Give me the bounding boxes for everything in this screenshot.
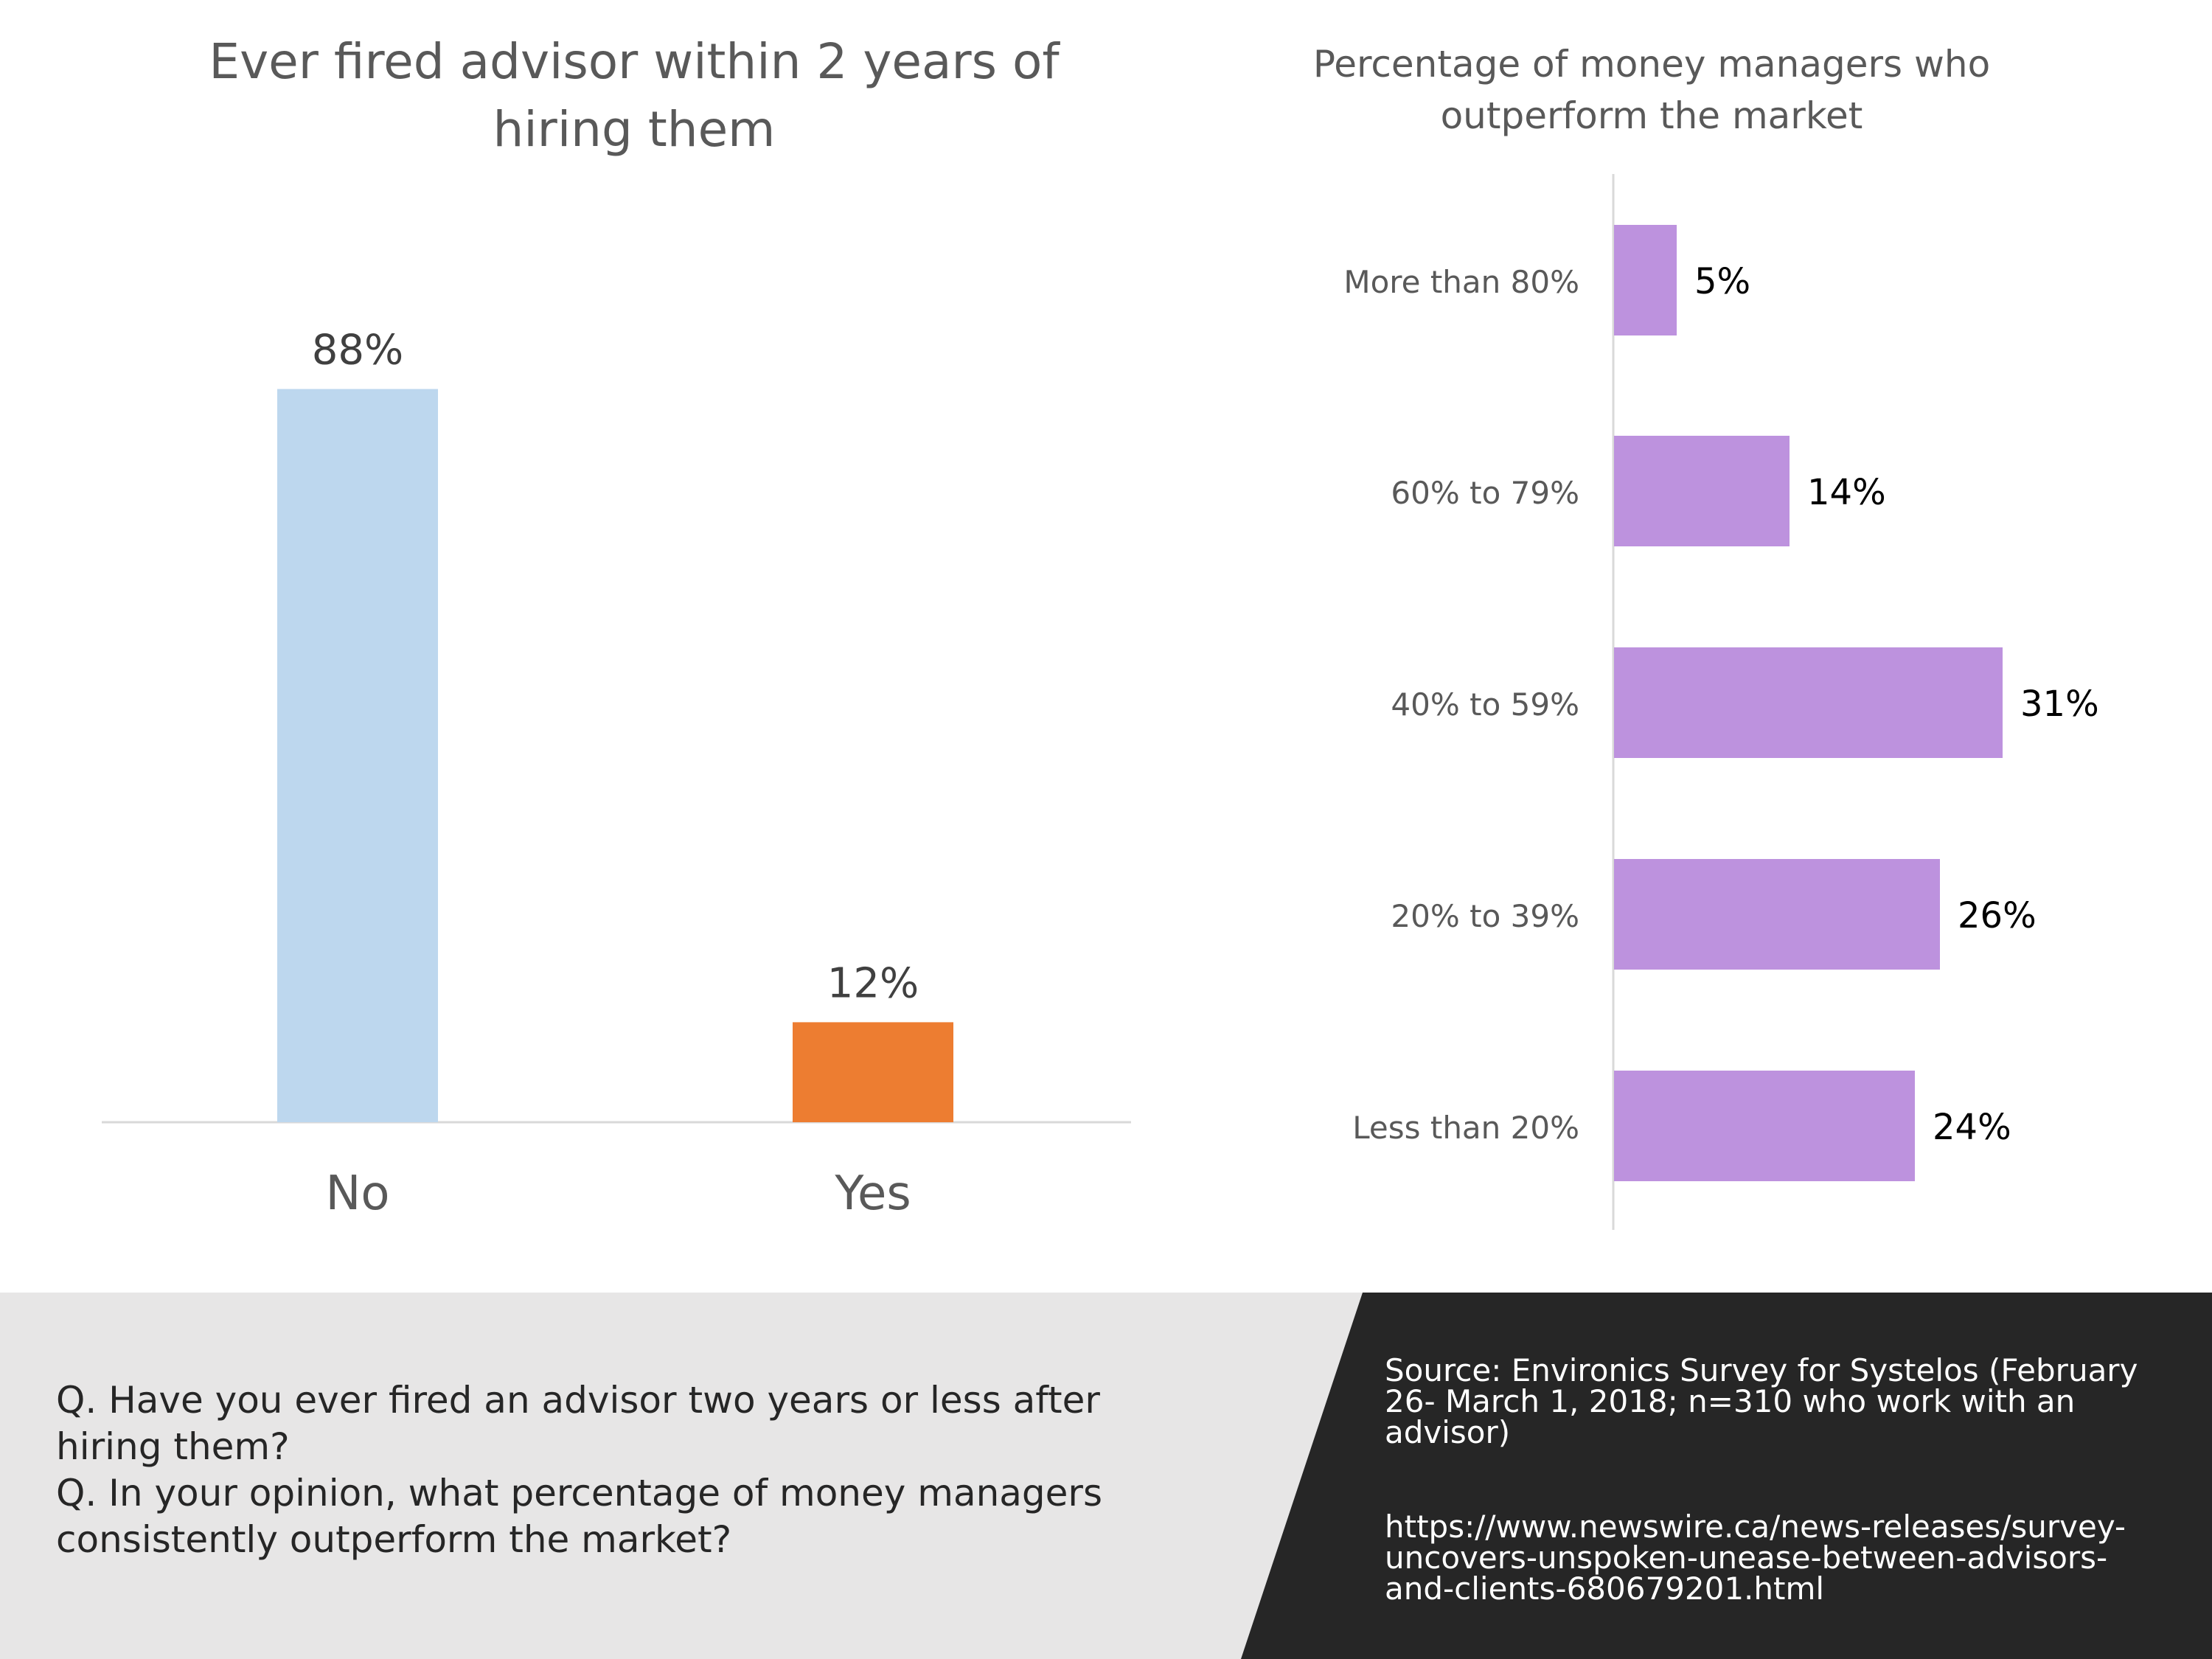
title-line: hiring them — [493, 101, 776, 158]
fired-advisor-bar-chart: 88% No 12% Yes — [102, 327, 1131, 1221]
data-label: 88% — [312, 327, 403, 375]
bar — [1614, 436, 1790, 546]
survey-questions: Q. Have you ever fired an advisor two ye… — [56, 1377, 1192, 1563]
data-label: 5% — [1694, 261, 1750, 302]
fired-advisor-chart-title: Ever fired advisor within 2 years of hir… — [103, 28, 1165, 164]
category-label: No — [325, 1166, 389, 1221]
question-fired-advisor: Q. Have you ever fired an advisor two ye… — [56, 1379, 1100, 1468]
title-line: outperform the market — [1440, 94, 1863, 137]
category-label: Less than 20% — [1352, 1110, 1579, 1146]
data-label: 14% — [1807, 472, 1886, 513]
data-label: 12% — [827, 959, 919, 1007]
question-outperform-market: Q. In your opinion, what percentage of m… — [56, 1472, 1103, 1561]
bar-yes — [793, 1022, 953, 1122]
bar — [1614, 647, 2003, 758]
bar-no — [277, 389, 438, 1122]
category-label: 40% to 59% — [1391, 686, 1579, 723]
category-label: 60% to 79% — [1391, 475, 1579, 511]
bar — [1614, 859, 1940, 970]
data-label: 26% — [1958, 895, 2037, 936]
category-label: More than 80% — [1343, 264, 1579, 300]
title-line: Percentage of money managers who — [1312, 43, 1991, 86]
bar — [1614, 1071, 1915, 1181]
category-label: 20% to 39% — [1391, 898, 1579, 934]
data-label: 31% — [2020, 684, 2099, 725]
source-url: https://www.newswire.ca/news-releases/su… — [1385, 1509, 2126, 1607]
source-panel — [1241, 1293, 2212, 1659]
source-note: Source: Environics Survey for Systelos (… — [1385, 1355, 2166, 1604]
title-line: Ever fired advisor within 2 years of — [209, 33, 1060, 90]
source-citation: Source: Environics Survey for Systelos (… — [1385, 1352, 2138, 1450]
category-label: Yes — [834, 1166, 911, 1221]
money-managers-bar-chart: 5% More than 80% 14% 60% to 79% 31% 40% to 59… — [1343, 174, 2099, 1230]
data-label: 24% — [1933, 1107, 2011, 1148]
bar — [1614, 225, 1677, 335]
money-managers-chart-title: Percentage of money managers who outperf… — [1283, 38, 2020, 142]
